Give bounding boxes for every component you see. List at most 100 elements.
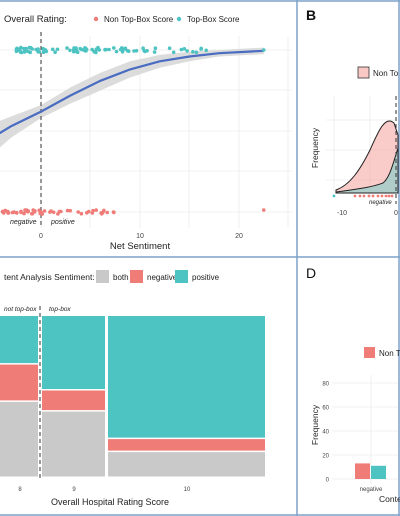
confidence-band xyxy=(0,47,264,148)
non-top-box-point xyxy=(59,209,63,214)
x-tick-a-20: 20 xyxy=(235,233,243,240)
top-box-point xyxy=(41,50,46,55)
top-box-point xyxy=(84,47,89,52)
x-tick-c-9: 9 xyxy=(72,487,76,493)
top-box-point xyxy=(15,48,20,53)
top-box-point xyxy=(103,48,108,52)
x-tick-b-0: 0 xyxy=(394,210,398,217)
non-top-box-point xyxy=(79,211,84,216)
top-box-point xyxy=(204,48,208,53)
legend-swatch-d xyxy=(364,347,375,358)
x-tick-c-10: 10 xyxy=(184,487,191,493)
x-axis-label-a: Net Sentiment xyxy=(110,241,171,252)
top-box-point xyxy=(185,49,189,53)
non-top-box-point xyxy=(10,210,15,215)
non-top-box-point xyxy=(31,208,35,212)
y-tick-d: 40 xyxy=(322,430,329,436)
top-box-point xyxy=(24,46,29,51)
top-box-point xyxy=(26,49,31,54)
non-top-box-point xyxy=(48,210,52,214)
top-box-point xyxy=(50,47,55,52)
non-top-box-point xyxy=(30,211,34,216)
top-box-point xyxy=(126,49,131,53)
non-top-box-point xyxy=(14,210,19,215)
non-top-box-point xyxy=(105,210,109,215)
tile-10-negative xyxy=(108,439,265,451)
legend-item-top-box: Top-Box Score xyxy=(187,15,240,24)
top-box-point xyxy=(53,50,57,54)
legend-title-a: Overall Rating: xyxy=(4,14,67,25)
top-box-density xyxy=(335,147,399,194)
top-box-point xyxy=(94,50,98,55)
legend-item-positive: positive xyxy=(192,273,220,282)
top-box-point xyxy=(199,47,203,51)
x-tick-a-0: 0 xyxy=(39,233,43,240)
tile-8-positive xyxy=(0,316,38,364)
non-top-box-point xyxy=(94,208,98,212)
top-box-point xyxy=(90,47,94,52)
non-top-box-point xyxy=(38,211,42,216)
non-top-box-point xyxy=(90,211,95,215)
bars-d xyxy=(355,463,386,479)
top-box-point xyxy=(143,49,147,54)
y-tick-d: 0 xyxy=(326,478,330,484)
y-ticks-d: 0 20 40 60 80 xyxy=(322,382,329,484)
bar-non-top-box xyxy=(355,463,370,479)
panel-d: D Non Top 0 20 40 60 80 negative Conte Frequ… xyxy=(306,265,400,504)
y-tick-d: 20 xyxy=(322,454,329,460)
top-box-point xyxy=(36,49,40,54)
panel-b: B Non To negative -10 0 Freq xyxy=(306,7,399,217)
top-box-point xyxy=(261,48,266,52)
y-axis-label-b: Frequency xyxy=(310,127,320,168)
x-axis-label-c: Overall Hospital Rating Score xyxy=(51,497,169,507)
non-top-box-point xyxy=(22,211,26,216)
top-box-point xyxy=(118,47,123,52)
mosaic-tiles xyxy=(0,316,265,477)
legend-swatch-positive xyxy=(175,270,188,283)
non-top-box-point xyxy=(76,210,80,214)
non-top-box-point xyxy=(261,208,266,212)
top-box-point xyxy=(22,50,27,54)
top-box-point xyxy=(96,45,100,50)
x-tick-a-10: 10 xyxy=(136,233,144,240)
non-top-box-point xyxy=(56,212,60,216)
top-box-point xyxy=(153,46,158,50)
top-box-point xyxy=(75,50,80,55)
legend-item-negative: negative xyxy=(147,273,178,282)
non-top-box-point xyxy=(37,208,41,213)
tile-10-positive xyxy=(108,316,265,438)
tile-9-negative xyxy=(42,390,105,411)
top-box-point xyxy=(182,47,187,51)
top-box-point xyxy=(107,47,111,52)
non-top-box-point xyxy=(19,210,23,215)
x-tick-d-negative: negative xyxy=(360,487,383,493)
logistic-fit-curve xyxy=(0,49,264,135)
x-tick-c-8: 8 xyxy=(18,487,22,493)
top-box-point xyxy=(68,48,72,53)
top-box-point xyxy=(27,45,32,50)
non-top-box-point xyxy=(25,209,29,214)
annotation-negative-b: negative xyxy=(369,200,392,206)
tile-10-both xyxy=(108,452,265,477)
annotation-negative-a: negative xyxy=(10,219,37,226)
legend-item-d: Non Top xyxy=(379,349,400,358)
tile-8-negative xyxy=(0,364,38,401)
non-top-box-point xyxy=(3,208,8,213)
y-axis-label-d: Frequency xyxy=(310,404,320,445)
top-box-point xyxy=(55,47,60,52)
tile-9-positive xyxy=(42,316,105,389)
non-top-box-point xyxy=(51,210,56,215)
panel-label-b: B xyxy=(306,7,316,23)
legend-swatch-negative xyxy=(130,270,143,283)
y-tick-d: 80 xyxy=(322,382,329,388)
top-box-point xyxy=(30,47,34,51)
non-top-box-point xyxy=(102,208,106,213)
non-top-box-points xyxy=(0,208,266,216)
top-box-point xyxy=(79,47,84,52)
top-box-point xyxy=(114,49,119,54)
bar-top-box xyxy=(371,465,386,479)
legend-swatch-both xyxy=(96,270,109,283)
x-axis-label-d: Conte xyxy=(379,494,400,504)
